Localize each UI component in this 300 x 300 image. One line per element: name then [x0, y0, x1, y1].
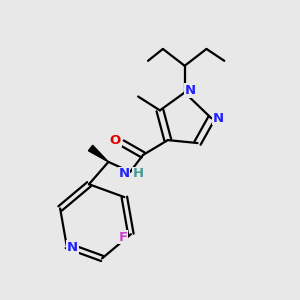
- Polygon shape: [88, 145, 108, 162]
- Text: N: N: [67, 241, 78, 254]
- Text: N: N: [213, 112, 224, 125]
- Text: F: F: [118, 231, 127, 244]
- Text: N: N: [185, 84, 196, 97]
- Text: N: N: [119, 167, 130, 180]
- Text: H: H: [133, 167, 144, 180]
- Text: O: O: [110, 134, 121, 147]
